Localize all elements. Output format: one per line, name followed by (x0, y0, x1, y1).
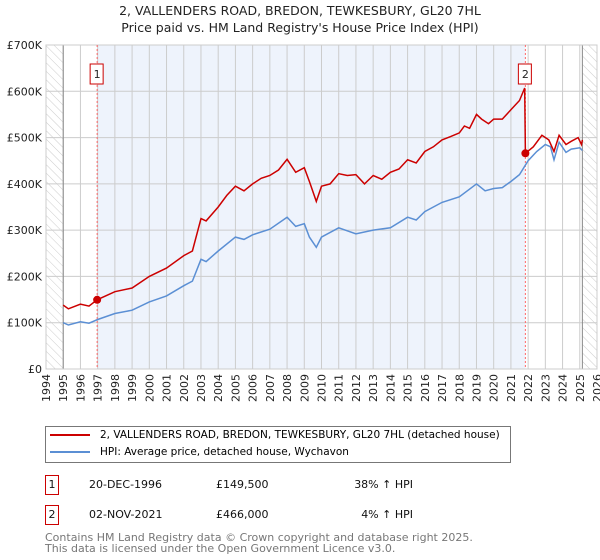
x-tick-label: 2010 (316, 374, 329, 402)
y-tick-label: £100K (7, 317, 43, 330)
annotation-box (517, 63, 532, 85)
series-line (62, 87, 584, 310)
x-tick-label: 2019 (470, 374, 483, 402)
x-tick-label: 1995 (57, 374, 70, 402)
ownership-period-shade (97, 45, 526, 369)
footer: Contains HM Land Registry data © Crown c… (45, 532, 473, 554)
legend-item-hpi: HPI: Average price, detached house, Wych… (50, 446, 349, 458)
y-tick-label: £0 (28, 363, 42, 376)
x-tick-label: 2012 (350, 374, 363, 402)
annotation-box (89, 63, 104, 85)
x-tick-label: 2009 (298, 374, 311, 402)
x-tick-label: 2014 (384, 374, 397, 402)
x-tick-label: 2003 (195, 374, 208, 402)
annotation-label: 2 (522, 68, 529, 81)
x-tick-label: 2005 (229, 374, 242, 402)
x-tick-label: 2018 (453, 374, 466, 402)
x-tick-label: 2017 (436, 374, 449, 402)
legend: 2, VALLENDERS ROAD, BREDON, TEWKESBURY, … (45, 426, 511, 463)
annotation-label: 1 (94, 68, 101, 81)
transaction-price: £466,000 (216, 508, 269, 521)
x-tick-label: 2000 (143, 374, 156, 402)
legend-item-property: 2, VALLENDERS ROAD, BREDON, TEWKESBURY, … (50, 429, 500, 441)
transaction-row: 1 20-DEC-1996 £149,500 38% ↑ HPI (45, 475, 445, 495)
y-tick-label: £700K (7, 39, 43, 52)
x-tick-label: 2006 (247, 374, 260, 402)
x-tick-label: 2020 (488, 374, 501, 402)
x-tick-label: 2007 (264, 374, 277, 402)
legend-swatch-blue (50, 451, 90, 453)
chart-subtitle: Price paid vs. HM Land Registry's House … (121, 20, 479, 35)
series-line (62, 140, 583, 326)
x-tick-label: 2013 (367, 374, 380, 402)
x-tick-label: 2011 (333, 374, 346, 402)
sale-point (521, 149, 530, 158)
transaction-date: 20-DEC-1996 (89, 478, 163, 491)
y-tick-label: £300K (7, 224, 43, 237)
y-tick-label: £500K (7, 132, 43, 145)
x-tick-label: 2015 (402, 374, 415, 402)
x-tick-label: 1999 (126, 374, 139, 402)
transaction-date: 02-NOV-2021 (89, 508, 163, 521)
x-tick-label: 2026 (591, 374, 600, 402)
x-tick-label: 2024 (557, 374, 570, 402)
x-tick-label: 2021 (505, 374, 518, 402)
no-data-region-left (46, 45, 64, 369)
legend-swatch-red (50, 434, 90, 436)
x-tick-label: 2016 (419, 374, 432, 402)
y-tick-label: £200K (7, 270, 43, 283)
x-tick-label: 1997 (92, 374, 105, 402)
plot-frame (45, 44, 598, 370)
x-tick-label: 2025 (574, 374, 587, 402)
transaction-price: £149,500 (216, 478, 269, 491)
footer-licence: This data is licensed under the Open Gov… (45, 542, 396, 555)
legend-label: HPI: Average price, detached house, Wych… (100, 446, 349, 458)
x-tick-label: 1996 (74, 374, 87, 402)
chart-title: 2, VALLENDERS ROAD, BREDON, TEWKESBURY, … (119, 3, 481, 18)
marker-badge: 2 (45, 505, 59, 525)
x-tick-label: 1994 (40, 374, 53, 402)
y-tick-label: £400K (7, 178, 43, 191)
transaction-row: 2 02-NOV-2021 £466,000 4% ↑ HPI (45, 505, 445, 525)
x-tick-label: 2008 (281, 374, 294, 402)
transaction-hpi: 4% ↑ HPI (361, 508, 413, 521)
x-tick-label: 2022 (522, 374, 535, 402)
legend-label: 2, VALLENDERS ROAD, BREDON, TEWKESBURY, … (100, 429, 500, 441)
price-chart: £0 £100K £200K £300K £400K £500K £600K £700K 199… (7, 39, 600, 402)
transaction-hpi: 38% ↑ HPI (354, 478, 413, 491)
x-tick-label: 2023 (539, 374, 552, 402)
x-tick-label: 2001 (161, 374, 174, 402)
marker-badge: 1 (45, 475, 59, 495)
sale-point (93, 295, 102, 304)
x-tick-label: 1998 (109, 374, 122, 402)
y-tick-label: £600K (7, 85, 43, 98)
x-tick-label: 2002 (178, 374, 191, 402)
x-tick-label: 2004 (212, 374, 225, 402)
no-data-region-right (582, 45, 597, 369)
footer-copyright: Contains HM Land Registry data © Crown c… (45, 531, 473, 544)
